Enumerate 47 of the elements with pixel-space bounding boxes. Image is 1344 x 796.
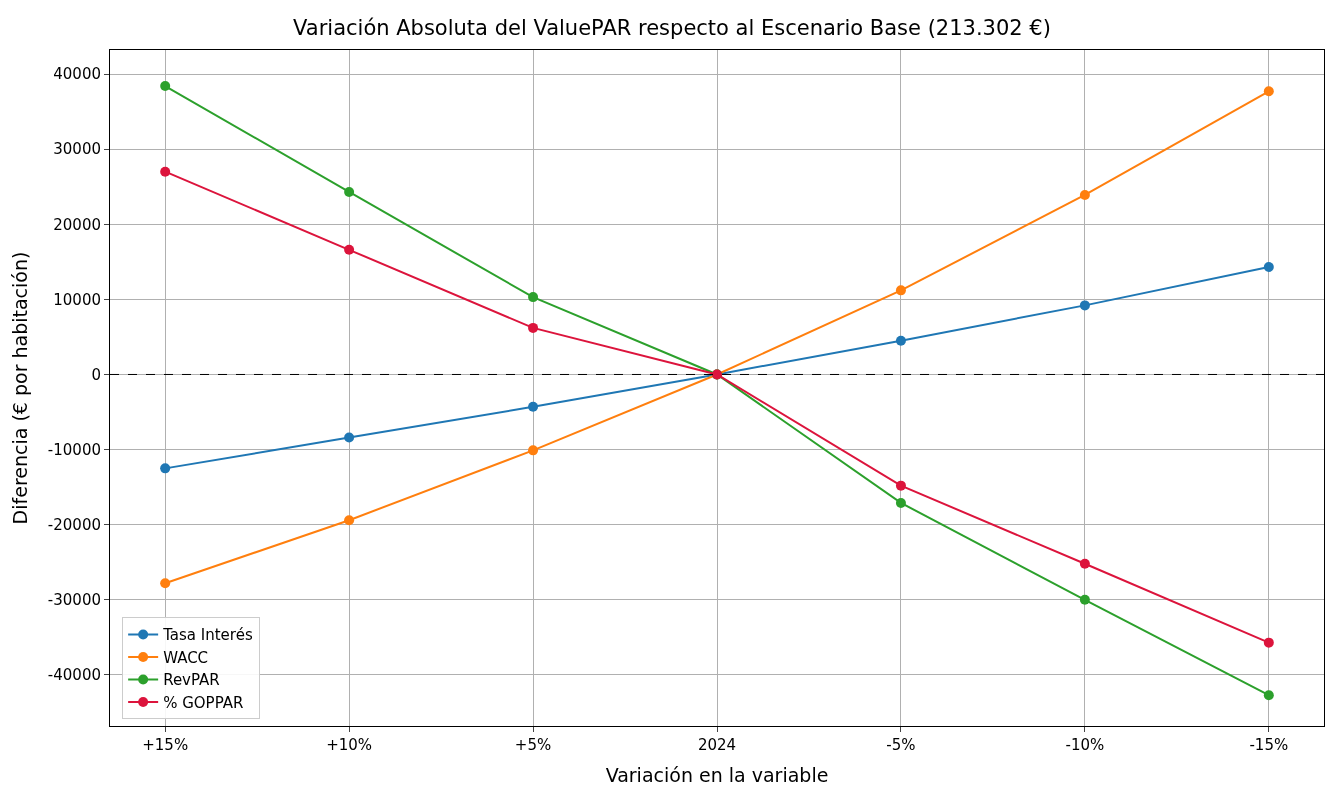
point — [160, 166, 171, 177]
point — [344, 244, 355, 255]
point — [895, 480, 906, 491]
point — [1079, 594, 1090, 605]
y-tick-label: 0 — [91, 365, 101, 384]
y-tick-label: 10000 — [53, 290, 101, 309]
y-tick-label: -30000 — [47, 591, 101, 610]
x-tick-label: 2024 — [697, 736, 737, 754]
point — [895, 285, 906, 296]
y-tick-label: -40000 — [47, 666, 101, 685]
legend-label: RevPAR — [163, 671, 220, 690]
y-tick-label: 40000 — [53, 65, 101, 84]
chart-title: Variación Absoluta del ValuePAR respecto al Escenario Base (213.302 €) — [293, 15, 1051, 40]
y-tick-label: 30000 — [53, 140, 101, 159]
legend-label: WACC — [163, 648, 209, 667]
x-axis-title: Variación en la variable — [605, 763, 829, 786]
point — [1079, 189, 1090, 200]
point — [1263, 262, 1274, 273]
legend-label: Tasa Interés — [162, 626, 253, 645]
point — [1079, 558, 1090, 569]
point — [160, 81, 171, 92]
x-tick-label: -15% — [1249, 736, 1289, 754]
legend-label: % GOPPAR — [163, 693, 244, 712]
point — [1263, 86, 1274, 97]
point — [528, 322, 539, 333]
point — [344, 186, 355, 197]
point — [895, 497, 906, 508]
x-tick-label: -10% — [1065, 736, 1105, 754]
x-tick-label: +10% — [326, 736, 373, 754]
y-tick-label: -10000 — [47, 440, 101, 459]
point — [160, 463, 171, 474]
point — [160, 578, 171, 589]
point — [1263, 637, 1274, 648]
point — [344, 432, 355, 443]
y-tick-label: -20000 — [47, 515, 101, 534]
x-tick-label: -5% — [886, 736, 916, 754]
x-tick-label: +5% — [514, 736, 552, 754]
y-axis-title: Diferencia (€ por habitación) — [8, 251, 31, 525]
point — [1079, 300, 1090, 311]
x-tick-label: +15% — [142, 736, 189, 754]
point — [528, 445, 539, 456]
y-tick-label: 20000 — [53, 215, 101, 234]
point — [528, 401, 539, 412]
point — [895, 335, 906, 346]
point — [344, 515, 355, 526]
point — [528, 292, 539, 303]
point — [1263, 690, 1274, 701]
